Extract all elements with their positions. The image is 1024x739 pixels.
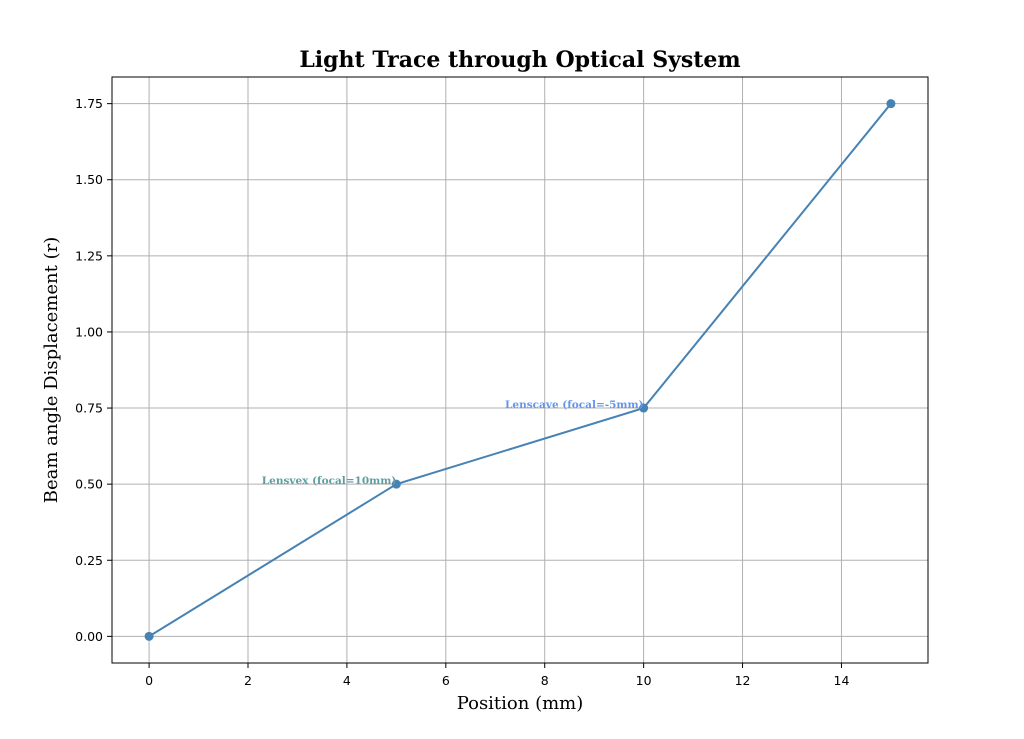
y-tick-label: 0.25 xyxy=(75,553,103,568)
x-tick-label: 8 xyxy=(541,673,549,688)
annotation-label: Lenscave (focal=-5mm) xyxy=(505,399,644,411)
y-tick-label: 0.00 xyxy=(75,629,103,644)
y-axis-label: Beam angle Displacement (r) xyxy=(41,237,62,503)
data-point xyxy=(391,479,401,489)
x-tick-label: 2 xyxy=(244,673,252,688)
x-tick-label: 14 xyxy=(834,673,850,688)
x-tick-label: 12 xyxy=(735,673,751,688)
x-axis-label: Position (mm) xyxy=(457,693,584,714)
data-point xyxy=(639,403,649,413)
plot-frame xyxy=(111,76,929,664)
y-tick-label: 1.25 xyxy=(75,248,103,263)
y-axis-ticks: 0.00 0.25 0.50 0.75 1.00 1.25 1.50 1.75 xyxy=(75,96,112,644)
x-tick-label: 4 xyxy=(343,673,351,688)
annotations: Lensvex (focal=10mm) Lenscave (focal=-5mm… xyxy=(262,399,644,487)
data-point xyxy=(886,99,896,109)
y-tick-label: 1.50 xyxy=(75,172,103,187)
x-tick-label: 10 xyxy=(636,673,652,688)
chart-title: Light Trace through Optical System xyxy=(299,47,740,73)
annotation-label: Lensvex (focal=10mm) xyxy=(262,475,397,487)
y-tick-label: 0.50 xyxy=(75,477,103,492)
x-tick-label: 6 xyxy=(442,673,450,688)
grid-lines xyxy=(112,77,928,663)
x-axis-ticks: 0 2 4 6 8 10 12 14 xyxy=(145,663,849,688)
data-point xyxy=(144,631,154,641)
series-line xyxy=(148,103,892,638)
y-tick-label: 1.00 xyxy=(75,324,103,339)
y-tick-label: 1.75 xyxy=(75,96,103,111)
x-tick-label: 0 xyxy=(145,673,153,688)
y-tick-label: 0.75 xyxy=(75,401,103,416)
series-layer xyxy=(144,99,896,641)
